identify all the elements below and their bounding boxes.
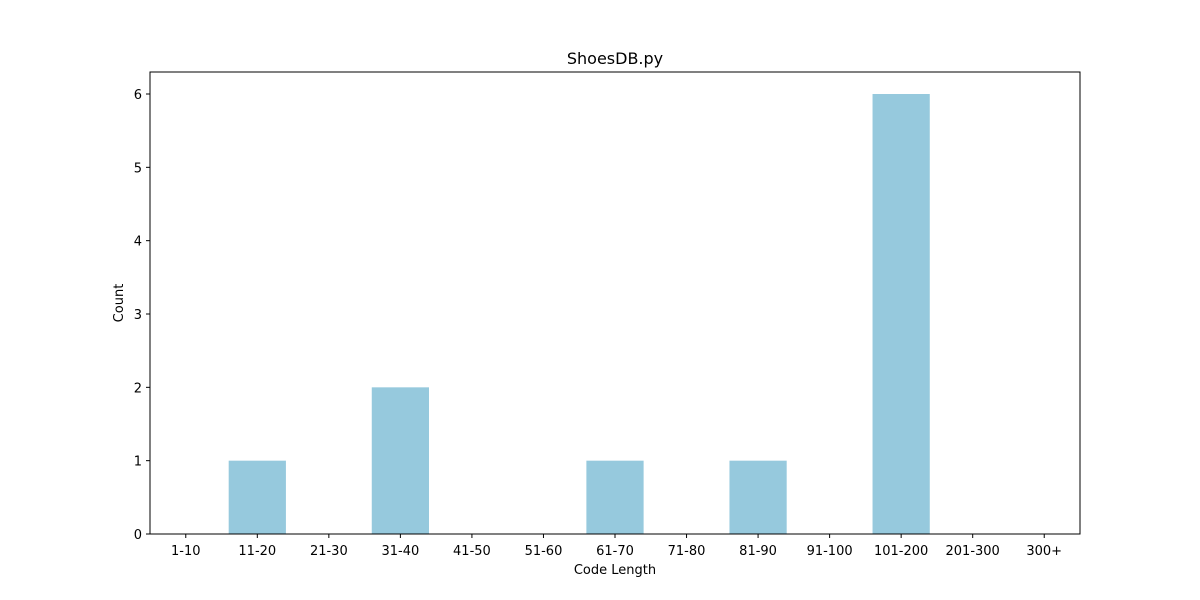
x-tick-label: 21-30 xyxy=(310,544,348,559)
x-tick-label: 300+ xyxy=(1026,544,1062,559)
x-tick-label: 31-40 xyxy=(381,544,419,559)
x-tick-label: 101-200 xyxy=(874,544,928,559)
x-axis: 1-10 11-20 21-30 31-40 41-50 51-60 61-70 71-80 8… xyxy=(171,534,1062,559)
x-tick-label: 81-90 xyxy=(739,544,777,559)
y-tick-label: 0 xyxy=(134,528,142,543)
bar-31-40 xyxy=(371,387,429,534)
x-tick-label: 1-10 xyxy=(171,544,201,559)
x-tick-label: 71-80 xyxy=(668,544,706,559)
y-axis: 0 1 2 3 4 5 6 xyxy=(134,88,150,543)
x-tick-label: 51-60 xyxy=(525,544,563,559)
bar-101-200 xyxy=(872,94,930,534)
y-tick-label: 6 xyxy=(134,88,142,103)
y-tick-label: 4 xyxy=(134,235,142,250)
y-tick-label: 1 xyxy=(134,455,142,470)
bar-81-90 xyxy=(729,460,787,534)
x-tick-label: 201-300 xyxy=(946,544,1000,559)
y-tick-label: 2 xyxy=(134,381,142,396)
y-tick-label: 5 xyxy=(134,161,142,176)
chart-title: ShoesDB.py xyxy=(567,49,663,68)
x-tick-label: 41-50 xyxy=(453,544,491,559)
y-axis-label: Count xyxy=(112,284,127,323)
bars-group xyxy=(228,94,930,534)
x-tick-label: 11-20 xyxy=(238,544,276,559)
y-tick-label: 3 xyxy=(134,308,142,323)
bar-61-70 xyxy=(586,460,644,534)
x-tick-label: 61-70 xyxy=(596,544,634,559)
x-tick-label: 91-100 xyxy=(807,544,853,559)
bar-11-20 xyxy=(228,460,286,534)
x-axis-label: Code Length xyxy=(574,563,656,578)
